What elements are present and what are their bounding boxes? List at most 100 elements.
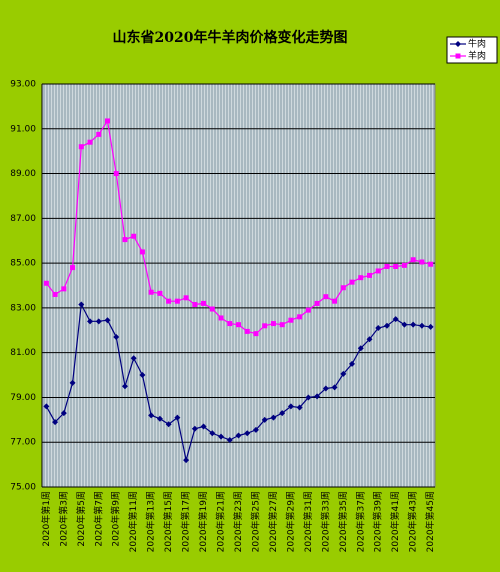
data-point <box>235 432 242 439</box>
legend <box>446 36 498 64</box>
data-point <box>401 262 407 268</box>
data-point <box>52 291 58 297</box>
y-tick-label: 85.00 <box>10 259 36 269</box>
plot-area <box>41 83 436 488</box>
x-tick-label: 2020年第39周 <box>372 491 384 552</box>
x-tick-label: 2020年第1周 <box>40 491 52 547</box>
data-point <box>148 412 155 419</box>
y-tick-label: 87.00 <box>10 214 36 224</box>
chart-title: 山东省2020年牛羊肉价格变化走势图 <box>113 29 348 46</box>
data-point <box>130 355 137 362</box>
x-tick-label: 2020年第3周 <box>57 491 69 547</box>
data-point <box>96 131 102 137</box>
data-point <box>279 410 286 417</box>
data-point <box>419 259 425 265</box>
y-tick-label: 93.00 <box>10 80 36 90</box>
x-tick-label: 2020年第43周 <box>407 491 419 552</box>
data-point <box>262 323 268 329</box>
data-point <box>43 403 50 410</box>
legend-label: 羊肉 <box>468 50 486 62</box>
data-point <box>122 237 128 243</box>
x-tick-label: 2020年第29周 <box>284 491 296 552</box>
data-point <box>121 383 128 390</box>
data-point <box>401 321 408 328</box>
x-tick-label: 2020年第15周 <box>162 491 174 552</box>
data-point <box>78 144 84 150</box>
data-point <box>192 302 198 308</box>
x-tick-label: 2020年第31周 <box>302 491 314 552</box>
data-point <box>340 285 346 291</box>
data-point <box>43 280 49 286</box>
data-point <box>227 321 233 327</box>
data-point <box>296 404 303 411</box>
data-point <box>174 414 181 421</box>
data-point <box>148 289 154 295</box>
data-point <box>165 421 172 428</box>
data-point <box>358 275 364 281</box>
x-tick-label: 2020年第17周 <box>180 491 192 552</box>
y-tick-label: 89.00 <box>10 169 36 179</box>
data-point <box>200 423 207 430</box>
data-point <box>69 379 76 386</box>
y-tick-label: 83.00 <box>10 303 36 313</box>
data-point <box>323 294 329 300</box>
data-point <box>166 298 172 304</box>
data-point <box>174 298 180 304</box>
data-point <box>288 317 294 323</box>
data-point <box>375 268 381 274</box>
data-point <box>87 318 94 325</box>
data-point <box>201 300 207 306</box>
x-tick-label: 2020年第19周 <box>197 491 209 552</box>
data-point <box>393 263 399 269</box>
data-point <box>157 290 163 296</box>
data-point <box>392 316 399 323</box>
x-tick-label: 2020年第7周 <box>92 491 104 547</box>
data-point <box>218 315 224 321</box>
data-point <box>305 394 312 401</box>
data-point <box>131 233 137 239</box>
data-point <box>322 385 329 392</box>
data-point <box>113 333 120 340</box>
data-point <box>297 314 303 320</box>
y-tick-label: 91.00 <box>10 124 36 134</box>
data-point <box>236 322 241 328</box>
legend-marker <box>455 53 461 59</box>
data-point <box>384 263 390 269</box>
y-tick-label: 81.00 <box>10 348 36 358</box>
legend-marker <box>455 41 461 47</box>
data-point <box>183 295 189 301</box>
data-point <box>253 331 259 337</box>
data-point <box>113 171 119 177</box>
data-point <box>383 322 390 329</box>
x-tick-label: 2020年第9周 <box>110 491 122 547</box>
x-tick-label: 2020年第41周 <box>389 491 401 552</box>
data-point <box>95 318 102 325</box>
data-point <box>218 433 225 440</box>
data-point <box>191 425 198 432</box>
data-point <box>366 336 373 343</box>
data-point <box>340 370 347 377</box>
y-tick-label: 79.00 <box>10 393 36 403</box>
x-tick-label: 2020年第11周 <box>127 491 139 552</box>
data-point <box>270 321 276 327</box>
x-tick-label: 2020年第27周 <box>267 491 279 552</box>
x-tick-label: 2020年第25周 <box>249 491 261 552</box>
data-point <box>332 298 338 304</box>
data-point <box>226 436 233 443</box>
data-point <box>331 384 338 391</box>
data-point <box>357 345 364 352</box>
data-point <box>349 279 355 285</box>
data-point <box>305 307 311 313</box>
y-tick-label: 75.00 <box>10 483 36 493</box>
data-point <box>252 426 259 433</box>
data-point <box>261 416 268 423</box>
data-point <box>183 457 190 464</box>
x-tick-label: 2020年第45周 <box>424 491 436 552</box>
x-tick-label: 2020年第33周 <box>319 491 331 552</box>
data-point <box>279 322 285 328</box>
data-point <box>70 265 76 271</box>
data-point <box>367 272 372 278</box>
data-point <box>209 306 215 312</box>
data-point <box>139 249 145 255</box>
